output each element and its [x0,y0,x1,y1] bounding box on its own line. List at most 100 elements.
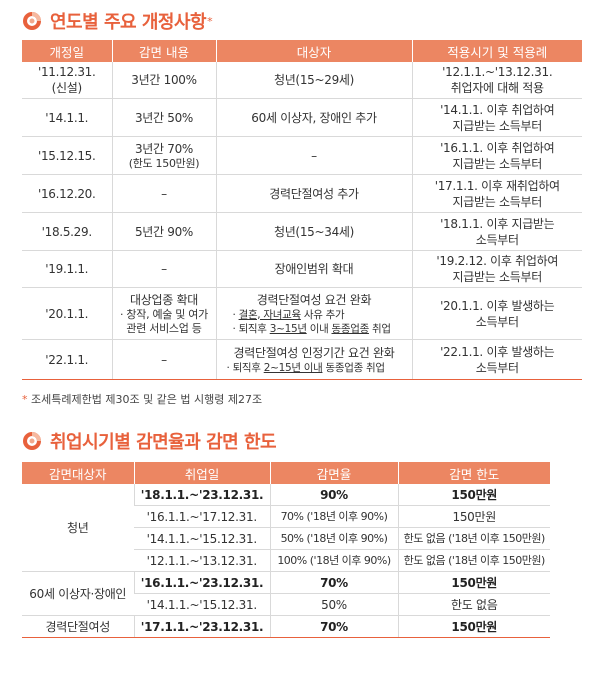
cell-limit: 150만원 [397,615,550,638]
cell-content: 3년간 70% (한도 150만원) [111,136,216,175]
table-row: '16.1.1.~'17.12.31. 70% ('18년 이후 90%) 15… [22,505,550,528]
bullet: · [232,308,239,321]
apply-sub-text: 소득부터 [475,360,519,375]
apply-sub-text: 취업자에 대해 적용 [450,81,544,95]
content-text: 3년간 70% [134,141,194,156]
header-period: 취업일 [133,462,271,484]
table-row: '19.1.1. – 장애인범위 확대 '19.2.12. 이후 취업하여 지급받… [22,250,582,288]
cell-rate: 70% [269,571,398,594]
text: 취업 [368,322,391,335]
group-name-cell: 청년 [22,484,134,572]
apply-sub-text: 지급받는 소득부터 [452,194,543,209]
cell-target: 경력단절여성 인정기간 요건 완화 · 퇴직후 2~15년 이내 동종업종 취업 [215,339,412,380]
target-sub-line: · 결혼, 자녀교육 사유 추가 [219,308,410,322]
cell-content: 3년간 50% [111,98,216,137]
content-sub-text: · 창작, 예술 및 여가 [120,307,208,321]
table-row: 60세 이상자·장애인 '16.1.1.~'23.12.31. 70% 150만… [22,571,550,616]
table-row: '14.1.1.~'15.12.31. 50% ('18년 이후 90%) 한도… [22,527,550,550]
cell-rate: 50% [269,593,398,616]
cell-period: '16.1.1.~'17.12.31. [134,505,270,528]
header-apply: 적용시기 및 적용례 [411,40,582,62]
table-row: '16.12.20. – 경력단절여성 추가 '17.1.1. 이후 재취업하여… [22,174,582,213]
cell-date: '18.5.29. [22,212,112,251]
cell-content: 5년간 90% [111,212,216,251]
cell-date: '19.1.1. [22,250,112,288]
section2-title: 취업시기별 감면율과 감면 한도 [22,428,277,454]
cell-date: '11.12.31. (신설) [22,62,112,99]
table-row: '14.1.1.~'15.12.31. 50% 한도 없음 [22,593,550,616]
cell-limit: 150만원 [397,484,550,506]
date-sub-text: (신설) [51,81,83,95]
text: · 퇴직후 [232,322,270,335]
cell-apply: '19.2.12. 이후 취업하여 지급받는 소득부터 [411,250,582,288]
header-limit: 감면 한도 [397,462,550,484]
amendments-table: 개정일 감면 내용 대상자 적용시기 및 적용례 '11.12.31. (신설) … [22,40,582,380]
cell-limit: 한도 없음 [397,593,550,616]
date-text: '11.12.31. [37,65,96,79]
apply-sub-text: 지급받는 소득부터 [452,118,543,133]
header-rate: 감면율 [269,462,399,484]
table-row: '11.12.31. (신설) 3년간 100% 청년(15~29세) '12.1… [22,62,582,99]
header-target: 대상자 [215,40,413,62]
cell-limit: 150만원 [397,571,550,594]
cell-apply: '20.1.1. 이후 발생하는 소득부터 [411,287,582,340]
table-row: '15.12.15. 3년간 70% (한도 150만원) – '16.1.1. … [22,136,582,175]
cell-rate: 70% [269,615,398,638]
cell-period: '18.1.1.~'23.12.31. [133,484,270,506]
table-row: 청년 '18.1.1.~'23.12.31. 90% 150만원 [22,484,550,572]
apply-sub-text: 지급받는 소득부터 [452,270,543,284]
group-name-cell: 60세 이상자·장애인 [22,571,134,616]
cell-content: – [111,250,216,288]
apply-sub-text: 소득부터 [475,314,519,329]
target-text: 경력단절여성 인정기간 요건 완화 [233,345,395,360]
footnote: * 조세특례제한법 제30조 및 같은 법 시행령 제27조 [22,391,262,407]
orange-ring-logo-icon [23,12,41,30]
content-text: 대상업종 확대 [130,292,198,307]
cell-date: '16.12.20. [22,174,112,213]
cell-date: '14.1.1. [22,98,112,137]
target-sub-line: · 퇴직후 3~15년 이내 동종업종 취업 [219,322,410,336]
cell-apply: '12.1.1.~'13.12.31. 취업자에 대해 적용 [411,62,582,99]
cell-content: 3년간 100% [111,62,216,99]
group-name-cell: 경력단절여성 [22,615,134,638]
underlined-text: 동종업종 [331,322,370,335]
underlined-text: 결혼, 자녀교육 [238,308,302,321]
section2-title-text: 취업시기별 감면율과 감면 한도 [50,432,277,453]
cell-content: – [111,339,216,380]
underlined-text: 3~15년 [269,322,307,335]
text: 이내 [306,322,332,335]
apply-text: '14.1.1. 이후 취업하여 [440,102,555,117]
apply-sub-text: 소득부터 [475,232,519,247]
table-row: 경력단절여성 '17.1.1.~'23.12.31. 70% 150만원 [22,615,550,638]
cell-apply: '22.1.1. 이후 발생하는 소득부터 [411,339,582,380]
cell-target: 60세 이상자, 장애인 추가 [215,98,412,137]
apply-text: '16.1.1. 이후 취업하여 [440,140,555,155]
cell-period: '12.1.1.~'13.12.31. [134,549,270,572]
cell-target: 경력단절여성 요건 완화 · 결혼, 자녀교육 사유 추가 · 퇴직후 3~15… [215,287,412,340]
table-row: '20.1.1. 대상업종 확대 · 창작, 예술 및 여가 관련 서비스업 등… [22,287,582,340]
table-row: '14.1.1. 3년간 50% 60세 이상자, 장애인 추가 '14.1.1… [22,98,582,137]
cell-limit: 한도 없음 ('18년 이후 150만원) [397,549,550,572]
footnote-text: 조세특례제한법 제30조 및 같은 법 시행령 제27조 [31,393,263,406]
apply-text: '20.1.1. 이후 발생하는 [440,298,555,313]
section1-title: 연도별 주요 개정사항 * [22,8,213,34]
cell-content: – [111,174,216,213]
cell-rate: 70% ('18년 이후 90%) [269,505,398,528]
apply-text: '18.1.1. 이후 지급받는 [440,216,555,231]
text: 동종업종 취업 [322,361,386,374]
cell-target: 장애인범위 확대 [215,250,412,288]
apply-text: '12.1.1.~'13.12.31. [442,65,553,79]
footnote-mark: * [22,393,28,406]
cell-rate: 90% [269,484,398,506]
table-row: '18.5.29. 5년간 90% 청년(15~34세) '18.1.1. 이후… [22,212,582,251]
cell-target: 청년(15~34세) [215,212,412,251]
table-row: '12.1.1.~'13.12.31. 100% ('18년 이후 90%) 한… [22,549,550,572]
cell-date: '15.12.15. [22,136,112,175]
cell-apply: '18.1.1. 이후 지급받는 소득부터 [411,212,582,251]
target-sub-line: · 퇴직후 2~15년 이내 동종업종 취업 [219,361,410,375]
table-row: '22.1.1. – 경력단절여성 인정기간 요건 완화 · 퇴직후 2~15년… [22,339,582,380]
text: · 퇴직후 [226,361,264,374]
text: 사유 추가 [300,308,345,321]
table-header-row: 개정일 감면 내용 대상자 적용시기 및 적용례 [22,40,582,62]
cell-apply: '16.1.1. 이후 취업하여 지급받는 소득부터 [411,136,582,175]
